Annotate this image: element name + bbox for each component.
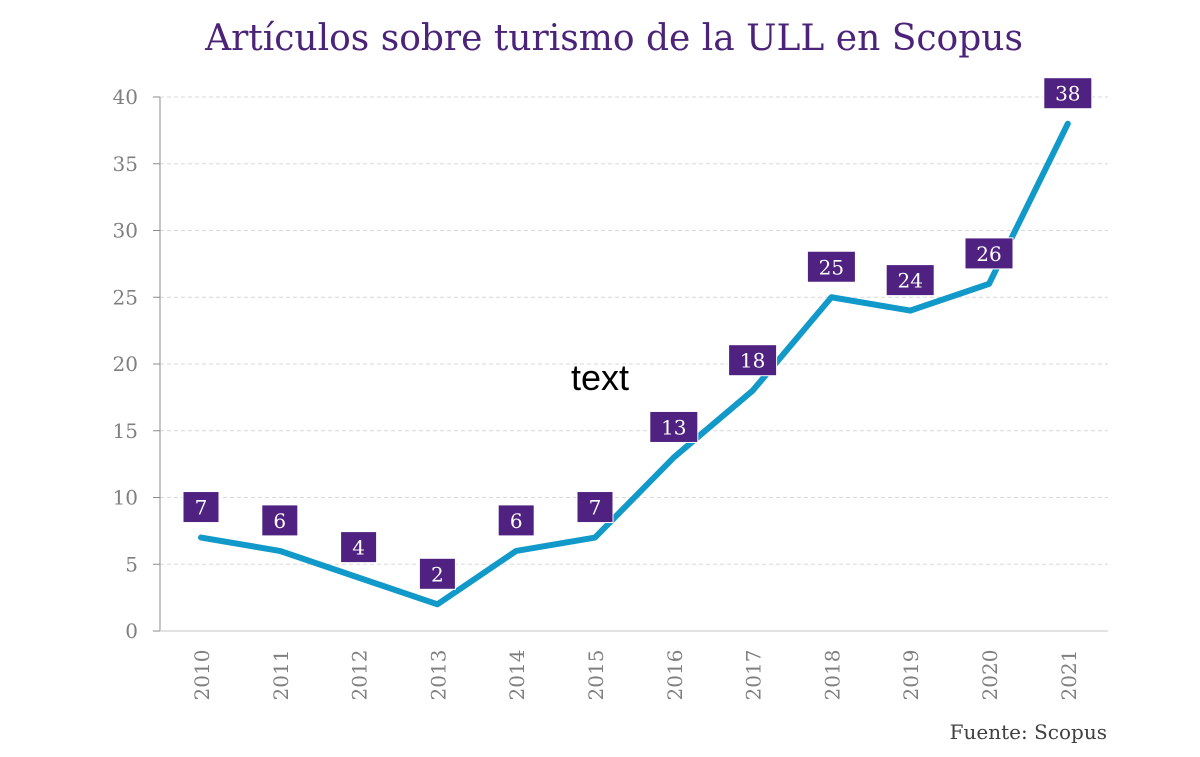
x-tick-label: 2019 <box>899 650 923 701</box>
y-tick-label: 40 <box>113 85 138 109</box>
data-label: 6 <box>261 504 299 537</box>
axes <box>159 97 1108 632</box>
x-tick-label: 2021 <box>1057 650 1081 701</box>
data-label-text: 7 <box>195 496 208 520</box>
x-tick-label: 2010 <box>190 650 214 701</box>
y-tick-label: 10 <box>113 486 138 510</box>
data-label-text: 26 <box>976 242 1001 266</box>
y-tick-label: 25 <box>113 285 138 309</box>
data-label: 18 <box>728 344 778 377</box>
x-tick-label: 2011 <box>269 650 293 701</box>
y-tick-label: 35 <box>113 152 138 176</box>
data-label: 24 <box>885 264 935 297</box>
y-tick-label: 0 <box>125 619 138 643</box>
data-label-text: 38 <box>1055 82 1080 106</box>
data-label: 26 <box>964 237 1014 270</box>
data-label-box <box>806 250 856 283</box>
data-label-box <box>261 504 299 537</box>
data-label: 38 <box>1043 77 1093 110</box>
annotation-text: text <box>571 357 629 398</box>
data-label-text: 2 <box>431 562 444 586</box>
chart-title: Artículos sobre turismo de la ULL en Sco… <box>204 18 1023 59</box>
x-tick-label: 2017 <box>742 650 766 701</box>
x-tick-label: 2015 <box>584 650 608 701</box>
data-label-text: 6 <box>510 509 523 533</box>
data-label-text: 6 <box>273 509 286 533</box>
data-label-text: 18 <box>740 349 765 373</box>
data-label: 2 <box>418 557 456 590</box>
data-label-box <box>964 237 1014 270</box>
y-tick-label: 30 <box>113 219 138 243</box>
y-tick-label: 20 <box>113 352 138 376</box>
data-label-box <box>649 410 699 443</box>
data-label-box <box>885 264 935 297</box>
data-label-text: 13 <box>661 415 686 439</box>
data-label: 25 <box>806 250 856 283</box>
data-label: 13 <box>649 410 699 443</box>
data-label-text: 25 <box>819 255 844 279</box>
data-label-text: 4 <box>352 536 365 560</box>
series-group <box>198 120 1071 608</box>
data-label-box <box>182 491 220 524</box>
data-label: 7 <box>182 491 220 524</box>
y-tick-label: 5 <box>125 552 138 576</box>
y-axis-ticks: 0 5 10 15 20 25 30 35 40 <box>113 85 160 643</box>
data-label: 4 <box>340 531 378 564</box>
source-note: Fuente: Scopus <box>950 720 1107 744</box>
x-tick-label: 2012 <box>348 650 372 701</box>
data-label: 6 <box>497 504 535 537</box>
data-label-box <box>497 504 535 537</box>
series-line <box>198 120 1071 608</box>
data-label-box <box>418 557 456 590</box>
data-label-text: 7 <box>589 496 602 520</box>
x-tick-label: 2014 <box>505 650 529 701</box>
data-label-box <box>728 344 778 377</box>
x-tick-label: 2016 <box>663 650 687 701</box>
data-label-box <box>1043 77 1093 110</box>
data-label-box <box>340 531 378 564</box>
data-label: 7 <box>576 491 614 524</box>
y-tick-label: 15 <box>113 419 138 443</box>
x-axis-ticks: 2010 2011 2012 2013 2014 2015 2016 2017 2018 2019… <box>190 650 1081 701</box>
data-label-box <box>576 491 614 524</box>
x-tick-label: 2020 <box>978 650 1002 701</box>
x-tick-label: 2018 <box>820 650 844 701</box>
data-label-text: 24 <box>897 269 922 293</box>
x-tick-label: 2013 <box>426 650 450 701</box>
